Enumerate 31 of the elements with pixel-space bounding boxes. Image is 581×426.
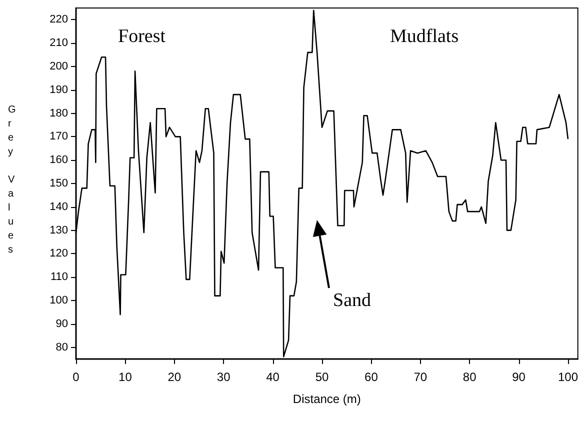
annotation: Sand [333,290,371,312]
x-tick-label: 90 [512,370,526,384]
y-tick-label: 130 [50,224,68,236]
x-tick-label: 70 [414,370,428,384]
y-tick-label: 180 [50,107,68,120]
y-tick-label: 150 [50,178,68,190]
y-tick-label: 200 [50,60,68,72]
y-tick-label: 170 [50,130,68,143]
y-tick-label: 80 [56,341,68,354]
y-tick-label: 190 [50,84,68,96]
annotation: Forest [118,26,166,47]
y-tick-label: 110 [50,271,68,284]
y-tick-label: 220 [50,14,68,26]
x-tick-label: 10 [118,370,132,384]
x-tick-label: 0 [72,370,80,384]
y-tick-label: 100 [50,294,68,306]
x-tick-label: 20 [168,370,182,384]
y-tick-label: 160 [50,154,68,166]
x-axis-title: Distance (m) [292,392,361,406]
y-tick-label: 90 [56,318,68,330]
x-tick-label: 30 [216,370,231,384]
text: Grey Values [8,104,16,256]
x-tick-label: 50 [315,370,329,384]
x-tick-label: 80 [462,370,477,384]
x-tick-label: 100 [558,370,578,384]
x-tick-label: 40 [266,370,280,384]
annotation: Mudflats [390,26,459,47]
x-tick-label: 60 [364,370,378,384]
y-tick-label: 140 [50,200,68,213]
y-tick-label: 210 [50,37,68,50]
y-tick-label: 120 [50,248,68,260]
